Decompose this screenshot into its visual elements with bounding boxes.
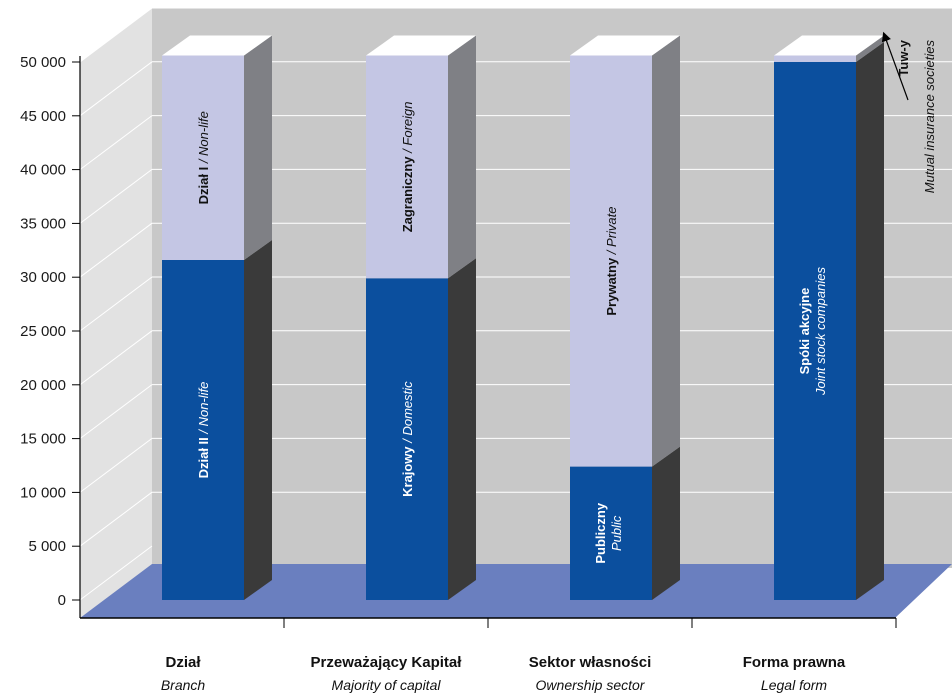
segment-label-pl: Zagraniczny bbox=[400, 156, 415, 233]
segment-label: Prywatny / Private bbox=[604, 206, 619, 315]
bar-1: Krajowy / Domestic Zagraniczny / Foreign bbox=[366, 35, 476, 600]
bar-top-cap bbox=[774, 35, 884, 56]
segment-label-en: Public bbox=[609, 515, 624, 551]
annotation-label-pl: Tuw-y bbox=[896, 39, 911, 76]
category-label-pl: Przeważający Kapitał bbox=[311, 654, 463, 671]
bar-segment-front bbox=[774, 55, 856, 62]
segment-label-en: Non-life bbox=[196, 382, 211, 427]
bar-segment-side bbox=[652, 446, 680, 600]
segment-label-pl: Dział II bbox=[196, 437, 211, 478]
segment-label-en: Joint stock companies bbox=[813, 267, 828, 396]
bar-segment-side bbox=[244, 35, 272, 260]
segment-label-separator: / bbox=[400, 146, 415, 157]
bar-segment-front bbox=[366, 278, 448, 600]
y-axis-ticks: 0 5 000 10 000 15 000 20 000 25 000 30 000 35 0… bbox=[20, 54, 80, 609]
bar-segment-side bbox=[244, 239, 272, 600]
bar-segment-side bbox=[448, 258, 476, 600]
tuw-annotation: Tuw-y Mutual insurance societies bbox=[881, 31, 937, 194]
category-labels: Dział Branch Przeważający Kapitał Majority … bbox=[161, 654, 846, 693]
gridline-diagonal bbox=[79, 61, 153, 117]
category-label-en: Legal form bbox=[761, 677, 827, 693]
category-label-pl: Sektor własności bbox=[529, 654, 652, 671]
segment-label: Dział I / Non-life bbox=[196, 111, 211, 204]
y-tick-label: 50 000 bbox=[20, 54, 66, 71]
category-label-pl: Dział bbox=[165, 654, 201, 671]
x-axis-ticks bbox=[283, 618, 897, 628]
gridline-diagonal bbox=[79, 330, 153, 386]
chart-left-wall bbox=[80, 8, 152, 618]
bar-segment-front bbox=[366, 55, 448, 279]
segment-label-pl: Spóki akcyjne bbox=[797, 288, 812, 375]
gridline-diagonal bbox=[79, 276, 153, 332]
gridline-diagonal bbox=[79, 384, 153, 440]
y-tick-label: 10 000 bbox=[20, 484, 66, 501]
segment-label-pl: Krajowy bbox=[400, 446, 415, 497]
category-label-pl: Forma prawna bbox=[743, 654, 846, 671]
segment-label-separator: / bbox=[604, 247, 619, 258]
y-tick-label: 15 000 bbox=[20, 431, 66, 448]
y-tick-label: 35 000 bbox=[20, 215, 66, 232]
y-tick-label: 30 000 bbox=[20, 269, 66, 286]
category-label-en: Ownership sector bbox=[536, 677, 646, 693]
bar-top-cap bbox=[366, 35, 476, 56]
bar-top-cap bbox=[570, 35, 680, 56]
y-tick-label: 20 000 bbox=[20, 377, 66, 394]
bar-segment-front bbox=[570, 466, 652, 600]
category-label-en: Majority of capital bbox=[332, 677, 442, 693]
bar-segment-side bbox=[448, 35, 476, 279]
y-tick-label: 40 000 bbox=[20, 162, 66, 179]
bar-3: Spóki akcyjne Joint stock companies Tuw-y M… bbox=[774, 31, 937, 600]
gridline-diagonal bbox=[79, 115, 153, 171]
gridline-diagonal bbox=[79, 222, 153, 278]
segment-label-pl: Publiczny bbox=[593, 502, 608, 563]
bar-segment-side bbox=[856, 35, 884, 62]
annotation-label-en: Mutual insurance societies bbox=[922, 40, 937, 194]
y-tick-label: 5 000 bbox=[28, 538, 66, 555]
segment-label-separator: / bbox=[196, 156, 211, 167]
segment-label: Dział II / Non-life bbox=[196, 382, 211, 479]
y-tick-label: 45 000 bbox=[20, 108, 66, 125]
segment-label-pl: Prywatny bbox=[604, 257, 619, 316]
bar-2: Publiczny Public Prywatny / Private bbox=[570, 35, 680, 600]
segment-label: Zagraniczny / Foreign bbox=[400, 102, 415, 233]
gridline-diagonal bbox=[79, 491, 153, 547]
gridline-diagonal bbox=[79, 437, 153, 493]
segment-label-en: Domestic bbox=[400, 381, 415, 436]
segment-label-en: Non-life bbox=[196, 111, 211, 156]
segment-label-pl: Dział I bbox=[196, 167, 211, 205]
bar-segment-front bbox=[774, 62, 856, 600]
chart-floor bbox=[80, 564, 952, 618]
segment-label-separator: / bbox=[196, 426, 211, 437]
gridline-diagonal bbox=[79, 168, 153, 224]
bar-top-cap bbox=[162, 35, 272, 56]
category-label-en: Branch bbox=[161, 677, 206, 693]
bar-segment-front bbox=[570, 55, 652, 467]
y-tick-label: 25 000 bbox=[20, 323, 66, 340]
gridline-diagonal bbox=[79, 545, 153, 601]
bar-segment-side bbox=[652, 35, 680, 467]
segment-label: Krajowy / Domestic bbox=[400, 381, 415, 497]
bar-segment-front bbox=[162, 259, 244, 600]
y-tick-label: 0 bbox=[58, 592, 66, 609]
bar-segment-side bbox=[856, 42, 884, 600]
segment-label-separator: / bbox=[400, 436, 415, 447]
gridline-diagonal bbox=[79, 7, 153, 63]
bar-segment-front bbox=[162, 55, 244, 260]
annotation-arrow bbox=[881, 31, 909, 101]
segment-label-en: Private bbox=[604, 206, 619, 246]
segment-label-en: Foreign bbox=[400, 102, 415, 146]
